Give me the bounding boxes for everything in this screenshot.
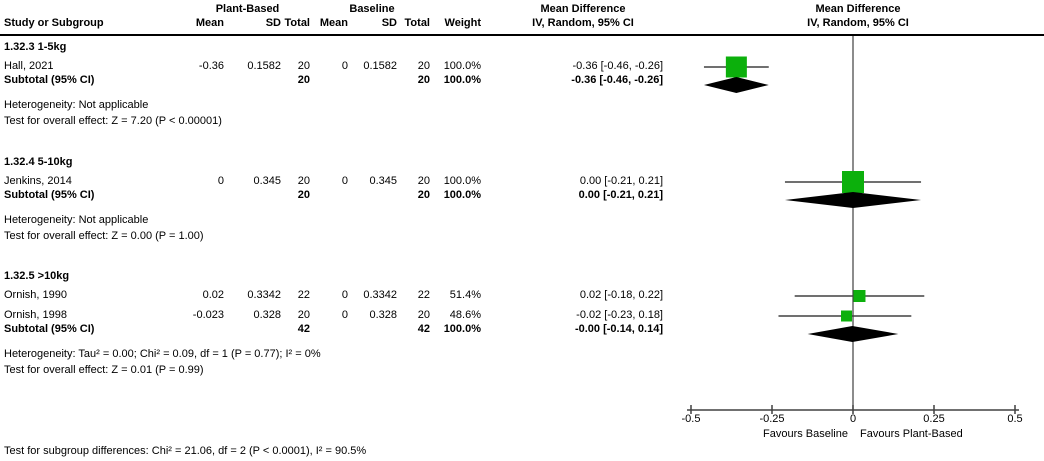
col-header-total-plant: Total: [284, 17, 310, 29]
study-sd-plant: 0.3342: [247, 289, 281, 301]
heterogeneity-text: Heterogeneity: Tau² = 0.00; Chi² = 0.09,…: [4, 348, 321, 360]
study-total-plant: 20: [297, 309, 310, 321]
subtotal-total-plant: 42: [297, 323, 310, 335]
subtotal-total-plant: 20: [297, 189, 310, 201]
axis-tick-label: 0.5: [1007, 413, 1023, 425]
study-sd-baseline: 0.1582: [363, 60, 397, 72]
study-name: Ornish, 1990: [4, 289, 67, 301]
study-mean-plant: 0: [217, 175, 224, 187]
subgroup-label: 1.32.5 >10kg: [4, 270, 70, 282]
study-total-baseline: 20: [417, 309, 430, 321]
study-total-plant: 22: [297, 289, 310, 301]
effect-marker: [725, 56, 747, 78]
col-header-mean-baseline: Mean: [319, 17, 348, 29]
study-ci-text: -0.02 [-0.23, 0.18]: [576, 309, 663, 321]
subtotal-label: Subtotal (95% CI): [4, 323, 95, 335]
subgroup-label: 1.32.4 5-10kg: [4, 156, 73, 168]
study-total-baseline: 20: [417, 175, 430, 187]
study-mean-plant: -0.36: [198, 60, 224, 72]
subtotal-total-baseline: 20: [417, 189, 430, 201]
group-header-plant-based: Plant-Based: [215, 3, 280, 15]
overall-effect-text: Test for overall effect: Z = 0.00 (P = 1…: [4, 230, 204, 242]
subtotal-total-baseline: 42: [417, 323, 430, 335]
subgroup-label: 1.32.3 1-5kg: [4, 41, 67, 53]
subtotal-label: Subtotal (95% CI): [4, 74, 95, 86]
col-header-total-baseline: Total: [404, 17, 430, 29]
study-weight: 51.4%: [449, 289, 481, 301]
axis-tick-label: -0.5: [681, 413, 701, 425]
col-header-mean-plant: Mean: [195, 17, 224, 29]
study-weight: 48.6%: [449, 309, 481, 321]
study-mean-plant: 0.02: [202, 289, 224, 301]
overall-effect-text: Test for overall effect: Z = 7.20 (P < 0…: [4, 115, 222, 127]
study-mean-baseline: 0: [341, 309, 348, 321]
study-sd-plant: 0.328: [253, 309, 281, 321]
subtotal-total-plant: 20: [297, 74, 310, 86]
col-header-ci-text: IV, Random, 95% CI: [532, 17, 634, 29]
col-header-sd-plant: SD: [265, 17, 281, 29]
study-mean-plant: -0.023: [192, 309, 224, 321]
axis-tick-label: 0.25: [923, 413, 945, 425]
study-mean-baseline: 0: [341, 289, 348, 301]
study-ci-text: 0.00 [-0.21, 0.21]: [579, 175, 663, 187]
effect-marker: [842, 171, 864, 193]
effect-marker: [841, 310, 853, 322]
study-total-plant: 20: [297, 60, 310, 72]
study-ci-text: -0.36 [-0.46, -0.26]: [572, 60, 664, 72]
axis-tick-label: -0.25: [759, 413, 785, 425]
study-weight: 100.0%: [443, 60, 481, 72]
col-header-sd-baseline: SD: [381, 17, 397, 29]
study-sd-plant: 0.1582: [247, 60, 281, 72]
study-mean-baseline: 0: [341, 175, 348, 187]
heterogeneity-text: Heterogeneity: Not applicable: [4, 214, 149, 226]
study-total-baseline: 22: [417, 289, 430, 301]
subtotal-ci-text: -0.00 [-0.14, 0.14]: [574, 323, 663, 335]
col-header-study: Study or Subgroup: [4, 17, 104, 29]
subtotal-weight: 100.0%: [443, 74, 481, 86]
axis-tick-label: 0: [849, 413, 857, 425]
md-text-column-title: Mean Difference: [540, 3, 626, 15]
col-header-ci-plot: IV, Random, 95% CI: [807, 17, 909, 29]
study-weight: 100.0%: [443, 175, 481, 187]
subtotal-weight: 100.0%: [443, 189, 481, 201]
subgroup-differences-test: Test for subgroup differences: Chi² = 21…: [4, 445, 367, 457]
study-mean-baseline: 0: [341, 60, 348, 72]
subtotal-diamond: [807, 326, 899, 342]
subtotal-ci-text: -0.36 [-0.46, -0.26]: [571, 74, 663, 86]
study-sd-baseline: 0.328: [369, 309, 397, 321]
study-name: Ornish, 1998: [4, 309, 67, 321]
study-total-baseline: 20: [417, 60, 430, 72]
favours-right-label: Favours Plant-Based: [860, 428, 963, 440]
header-divider: [0, 34, 1044, 36]
md-plot-column-title: Mean Difference: [815, 3, 901, 15]
study-ci-text: 0.02 [-0.18, 0.22]: [579, 289, 663, 301]
favours-left-label: Favours Baseline: [763, 428, 848, 440]
study-name: Jenkins, 2014: [4, 175, 72, 187]
study-name: Hall, 2021: [4, 60, 54, 72]
heterogeneity-text: Heterogeneity: Not applicable: [4, 99, 149, 111]
subtotal-ci-text: 0.00 [-0.21, 0.21]: [578, 189, 663, 201]
study-total-plant: 20: [297, 175, 310, 187]
col-header-weight: Weight: [444, 17, 481, 29]
overall-effect-text: Test for overall effect: Z = 0.01 (P = 0…: [4, 364, 204, 376]
subtotal-total-baseline: 20: [417, 74, 430, 86]
study-sd-baseline: 0.3342: [363, 289, 397, 301]
effect-marker: [853, 290, 866, 302]
group-header-baseline: Baseline: [349, 3, 395, 15]
subtotal-diamond: [784, 192, 922, 208]
study-sd-baseline: 0.345: [369, 175, 397, 187]
study-sd-plant: 0.345: [253, 175, 281, 187]
subtotal-weight: 100.0%: [443, 323, 481, 335]
subtotal-label: Subtotal (95% CI): [4, 189, 95, 201]
subtotal-diamond: [703, 77, 769, 93]
